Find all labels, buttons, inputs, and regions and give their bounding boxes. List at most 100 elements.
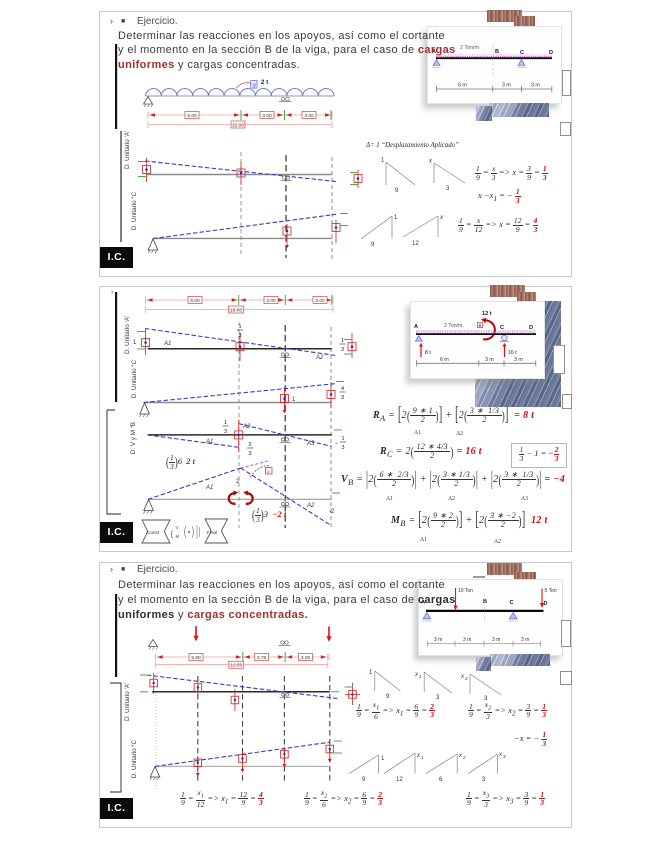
svg-text:12: 12 xyxy=(396,777,403,783)
svg-text:3.75: 3.75 xyxy=(257,655,267,661)
svg-text:3 m: 3 m xyxy=(531,83,540,89)
svg-text:1: 1 xyxy=(421,755,424,760)
svg-text:6.00: 6.00 xyxy=(187,113,197,119)
svg-text:q: q xyxy=(253,83,257,89)
svg-text:3.00: 3.00 xyxy=(262,113,272,119)
svg-text:3: 3 xyxy=(341,347,344,353)
svg-text:−: − xyxy=(335,441,338,447)
svg-text:2: 2 xyxy=(462,755,466,760)
svg-text:6 m: 6 m xyxy=(458,83,467,89)
svg-text:3.00: 3.00 xyxy=(301,655,311,661)
svg-text:B: B xyxy=(495,49,499,55)
svg-text:1: 1 xyxy=(224,420,227,426)
svg-text:3: 3 xyxy=(482,777,486,783)
svg-text:x: x xyxy=(439,215,444,221)
svg-text:3 m: 3 m xyxy=(434,637,442,643)
svg-text:6.00: 6.00 xyxy=(190,298,200,304)
svg-text:3: 3 xyxy=(503,754,506,759)
svg-text:1: 1 xyxy=(381,756,385,762)
svg-text:A: A xyxy=(421,600,425,606)
svg-text:4: 4 xyxy=(341,386,344,392)
svg-text:A1: A1 xyxy=(205,485,213,491)
svg-text:9: 9 xyxy=(371,242,375,248)
svg-text:2 t: 2 t xyxy=(261,79,268,86)
svg-text:3: 3 xyxy=(341,395,344,401)
svg-text:3 m: 3 m xyxy=(521,637,529,643)
svg-text:1: 1 xyxy=(381,158,385,164)
svg-text:2 Ton/m: 2 Ton/m xyxy=(460,45,479,51)
svg-text:3.00: 3.00 xyxy=(266,298,276,304)
svg-text:B: B xyxy=(479,323,482,328)
svg-text:6: 6 xyxy=(439,777,443,783)
svg-text:5.60: 5.60 xyxy=(191,655,201,661)
svg-text:1: 1 xyxy=(238,324,241,330)
svg-text:V: V xyxy=(176,525,179,530)
svg-text:2: 2 xyxy=(236,479,240,485)
svg-text:9: 9 xyxy=(386,694,390,700)
svg-text:A3: A3 xyxy=(306,441,315,447)
svg-text:C: C xyxy=(510,600,514,606)
svg-text:5 Ton: 5 Ton xyxy=(545,588,557,594)
svg-text:6 m: 6 m xyxy=(440,357,449,363)
svg-text:1: 1 xyxy=(341,338,344,344)
svg-text:B: B xyxy=(483,599,487,605)
svg-text:M: M xyxy=(176,534,180,539)
svg-text:1: 1 xyxy=(419,674,422,679)
svg-text:16.00: 16.00 xyxy=(230,307,242,313)
svg-text:A2: A2 xyxy=(315,355,324,361)
svg-text:3.00: 3.00 xyxy=(304,113,314,119)
svg-text:D: D xyxy=(549,50,553,56)
svg-text:3: 3 xyxy=(341,445,344,451)
svg-text:3 m: 3 m xyxy=(502,83,511,89)
svg-text:Final: Final xyxy=(207,530,217,535)
svg-text:3: 3 xyxy=(484,696,488,702)
svg-text:3 m: 3 m xyxy=(485,357,494,363)
svg-text:3: 3 xyxy=(248,451,251,457)
svg-text:1: 1 xyxy=(369,670,373,676)
svg-text:x: x xyxy=(428,159,433,165)
svg-text:2: 2 xyxy=(248,442,251,448)
svg-text:-2: -2 xyxy=(329,509,335,515)
svg-text:2: 2 xyxy=(464,676,468,681)
svg-text:A2: A2 xyxy=(306,503,315,509)
svg-text:16 t: 16 t xyxy=(508,350,517,356)
svg-text:12 t: 12 t xyxy=(482,311,492,317)
svg-text:x: x xyxy=(498,752,503,758)
svg-text:3 m: 3 m xyxy=(514,357,523,363)
svg-text:12.00: 12.00 xyxy=(232,122,244,128)
svg-text:3: 3 xyxy=(436,695,440,701)
svg-text:3: 3 xyxy=(446,186,450,192)
svg-text:C: C xyxy=(520,50,524,56)
svg-text:A: A xyxy=(432,49,436,55)
svg-text:x: x xyxy=(458,753,463,759)
svg-text:2 Ton/m: 2 Ton/m xyxy=(444,323,462,329)
svg-text:{: { xyxy=(171,530,174,539)
svg-text:1: 1 xyxy=(394,215,398,221)
svg-text:a: a xyxy=(267,469,270,474)
svg-text:A2: A2 xyxy=(242,424,251,430)
svg-text:x: x xyxy=(416,753,421,759)
svg-text:3: 3 xyxy=(238,333,241,339)
svg-text:1: 1 xyxy=(292,397,296,403)
svg-text:3.00: 3.00 xyxy=(315,298,325,304)
svg-text:9: 9 xyxy=(362,777,366,783)
svg-text:10 Ton: 10 Ton xyxy=(458,588,473,594)
svg-text:D: D xyxy=(544,601,548,607)
svg-text:3 m: 3 m xyxy=(463,637,471,643)
svg-text:x: x xyxy=(414,672,419,678)
svg-text:3: 3 xyxy=(224,429,227,435)
svg-text:A1: A1 xyxy=(205,439,213,445)
svg-text:8 t: 8 t xyxy=(425,350,431,356)
svg-text:1: 1 xyxy=(133,340,137,346)
svg-text:3 m: 3 m xyxy=(492,637,500,643)
svg-text:12.00: 12.00 xyxy=(230,663,242,669)
svg-text:1: 1 xyxy=(341,436,344,442)
svg-text:9: 9 xyxy=(395,188,399,194)
svg-text:x: x xyxy=(460,674,465,680)
svg-text:A: A xyxy=(414,324,418,330)
svg-text:A1: A1 xyxy=(163,341,171,347)
svg-text:D: D xyxy=(529,325,533,331)
svg-text:Const: Const xyxy=(147,530,160,535)
svg-text:12: 12 xyxy=(412,241,419,247)
svg-text:C: C xyxy=(500,325,504,331)
